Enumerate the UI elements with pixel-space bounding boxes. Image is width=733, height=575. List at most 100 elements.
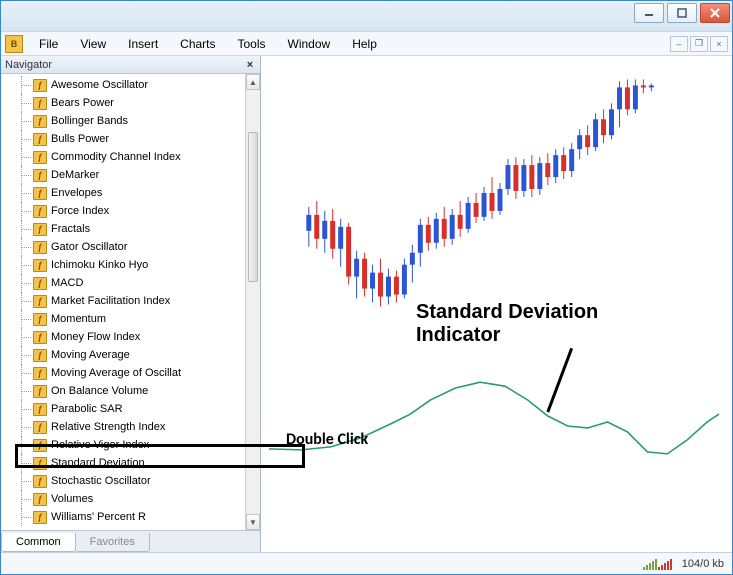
indicator-label: DeMarker: [51, 170, 99, 181]
app-icon: B: [5, 35, 23, 53]
indicator-item[interactable]: f Parabolic SAR: [3, 400, 245, 418]
status-text: 104/0 kb: [682, 558, 724, 570]
tab-favorites[interactable]: Favorites: [75, 533, 150, 552]
indicator-label: Gator Oscillator: [51, 242, 127, 253]
indicator-item[interactable]: f Moving Average: [3, 346, 245, 364]
indicator-label: Relative Strength Index: [51, 422, 165, 433]
indicator-item[interactable]: fWilliams' Percent R: [3, 508, 245, 526]
indicator-label: On Balance Volume: [51, 386, 148, 397]
menu-window[interactable]: Window: [278, 34, 341, 54]
function-icon: f: [33, 349, 47, 362]
indicator-label: MACD: [51, 278, 83, 289]
function-icon: f: [33, 403, 47, 416]
close-button[interactable]: [700, 3, 730, 23]
function-icon: f: [33, 97, 47, 110]
mdi-minimize-button[interactable]: –: [670, 36, 688, 52]
mdi-restore-button[interactable]: ❐: [690, 36, 708, 52]
indicator-item[interactable]: f Force Index: [3, 202, 245, 220]
app-window: B FileViewInsertChartsToolsWindowHelp – …: [0, 0, 733, 575]
indicator-label: Market Facilitation Index: [51, 296, 170, 307]
indicator-item[interactable]: f On Balance Volume: [3, 382, 245, 400]
function-icon: f: [33, 205, 47, 218]
navigator-tabs: Common Favorites: [1, 530, 260, 552]
function-icon: f: [33, 367, 47, 380]
function-icon: f: [33, 493, 47, 506]
indicator-item[interactable]: f Bollinger Bands: [3, 112, 245, 130]
function-icon: f: [33, 475, 47, 488]
function-icon: f: [33, 331, 47, 344]
indicator-item[interactable]: f Bulls Power: [3, 130, 245, 148]
navigator-close-icon[interactable]: ×: [244, 59, 256, 71]
indicator-item[interactable]: f Fractals: [3, 220, 245, 238]
indicator-label: Money Flow Index: [51, 332, 140, 343]
indicator-label: Bears Power: [51, 98, 114, 109]
indicator-item[interactable]: f Ichimoku Kinko Hyo: [3, 256, 245, 274]
indicator-label: Ichimoku Kinko Hyo: [51, 260, 148, 271]
indicator-label: Force Index: [51, 206, 109, 217]
indicator-item[interactable]: f Envelopes: [3, 184, 245, 202]
function-icon: f: [33, 241, 47, 254]
indicator-item[interactable]: f DeMarker: [3, 166, 245, 184]
function-icon: f: [33, 295, 47, 308]
minimize-button[interactable]: [634, 3, 664, 23]
tab-common[interactable]: Common: [1, 533, 76, 552]
indicator-label: Bollinger Bands: [51, 116, 128, 127]
indicator-item[interactable]: f MACD: [3, 274, 245, 292]
menubar: B FileViewInsertChartsToolsWindowHelp – …: [1, 32, 732, 56]
menu-tools[interactable]: Tools: [228, 34, 276, 54]
indicator-label: Bulls Power: [51, 134, 109, 145]
function-icon: f: [33, 115, 47, 128]
menu-file[interactable]: File: [29, 34, 68, 54]
menu-charts[interactable]: Charts: [170, 34, 225, 54]
chart-area[interactable]: Standard Deviation Indicator Double Clic…: [261, 56, 732, 552]
indicator-label: Moving Average of Oscillat: [51, 368, 181, 379]
navigator-panel: Navigator × f Awesome Oscillator f Bears Po…: [1, 56, 261, 552]
titlebar: [1, 1, 732, 32]
indicator-item[interactable]: f Bears Power: [3, 94, 245, 112]
scroll-up-button[interactable]: ▲: [246, 74, 260, 90]
indicator-item[interactable]: f Gator Oscillator: [3, 238, 245, 256]
function-icon: f: [33, 133, 47, 146]
indicator-item[interactable]: f Volumes: [3, 490, 245, 508]
connection-bars-icon: [643, 558, 672, 570]
function-icon: f: [33, 151, 47, 164]
workspace: Navigator × f Awesome Oscillator f Bears Po…: [1, 56, 732, 552]
menu-help[interactable]: Help: [342, 34, 387, 54]
scroll-thumb[interactable]: [248, 132, 258, 282]
indicator-label: Awesome Oscillator: [51, 80, 148, 91]
function-icon: f: [33, 313, 47, 326]
function-icon: f: [33, 421, 47, 434]
indicator-item[interactable]: f Stochastic Oscillator: [3, 472, 245, 490]
function-icon: f: [33, 277, 47, 290]
indicator-label: Commodity Channel Index: [51, 152, 181, 163]
indicator-label: Fractals: [51, 224, 90, 235]
navigator-title: Navigator: [5, 59, 52, 71]
function-icon: f: [33, 187, 47, 200]
indicator-label: Stochastic Oscillator: [51, 476, 151, 487]
indicator-item[interactable]: f Commodity Channel Index: [3, 148, 245, 166]
menu-view[interactable]: View: [70, 34, 116, 54]
indicator-label: Momentum: [51, 314, 106, 325]
indicator-label: Volumes: [51, 494, 93, 505]
navigator-header: Navigator ×: [1, 56, 260, 74]
function-icon: f: [33, 169, 47, 182]
indicator-item[interactable]: f Awesome Oscillator: [3, 76, 245, 94]
indicator-item[interactable]: f Relative Strength Index: [3, 418, 245, 436]
indicator-label: Williams' Percent R: [51, 512, 146, 523]
function-icon: f: [33, 79, 47, 92]
indicator-item[interactable]: f Momentum: [3, 310, 245, 328]
indicator-item[interactable]: f Moving Average of Oscillat: [3, 364, 245, 382]
mdi-close-button[interactable]: ×: [710, 36, 728, 52]
function-icon: f: [33, 259, 47, 272]
indicator-label: Parabolic SAR: [51, 404, 123, 415]
indicator-label: Moving Average: [51, 350, 130, 361]
indicator-label: Envelopes: [51, 188, 102, 199]
maximize-button[interactable]: [667, 3, 697, 23]
indicator-item[interactable]: f Market Facilitation Index: [3, 292, 245, 310]
function-icon: f: [33, 223, 47, 236]
annotation-title: Standard Deviation Indicator: [416, 301, 598, 347]
scroll-down-button[interactable]: ▼: [246, 514, 260, 530]
menu-insert[interactable]: Insert: [118, 34, 168, 54]
indicator-item[interactable]: f Money Flow Index: [3, 328, 245, 346]
function-icon: f: [33, 385, 47, 398]
